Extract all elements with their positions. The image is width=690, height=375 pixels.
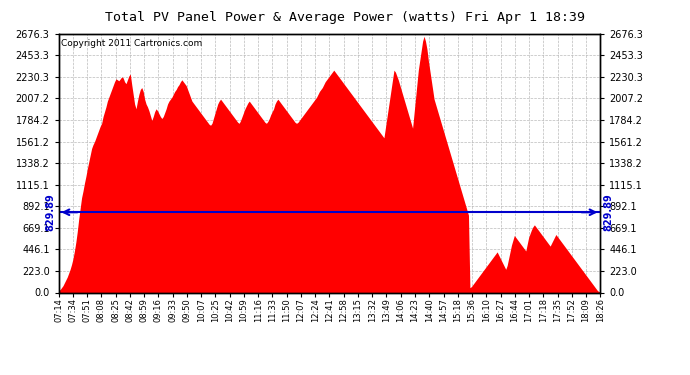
Text: 829.89: 829.89 [46,194,55,231]
Text: Total PV Panel Power & Average Power (watts) Fri Apr 1 18:39: Total PV Panel Power & Average Power (wa… [105,11,585,24]
Text: 829.89: 829.89 [604,194,613,231]
Text: Copyright 2011 Cartronics.com: Copyright 2011 Cartronics.com [61,39,203,48]
